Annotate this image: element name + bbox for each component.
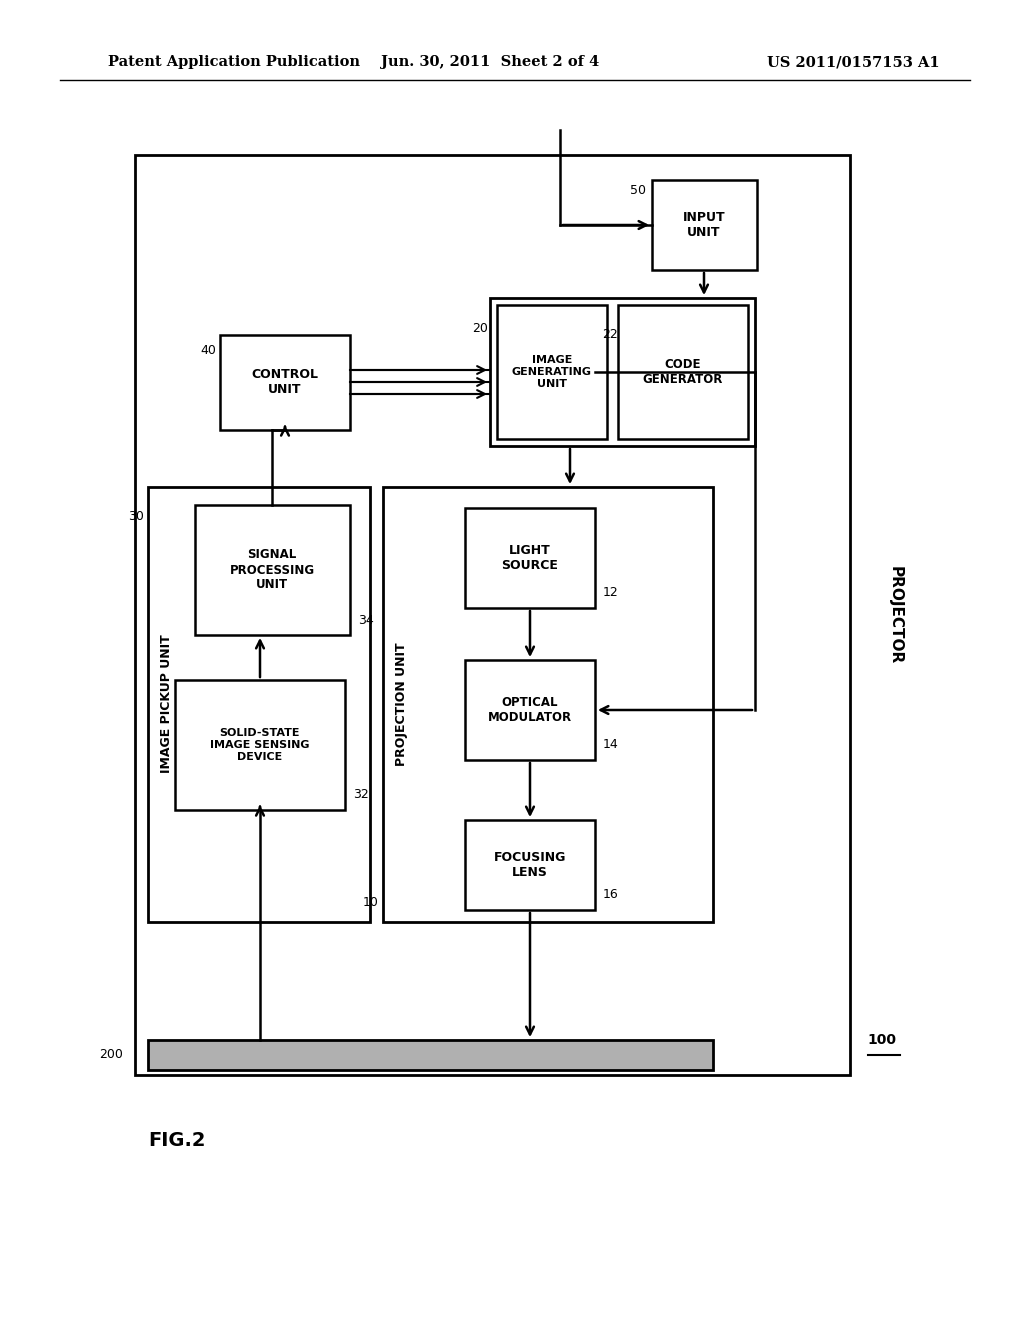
Bar	[465, 508, 595, 609]
Bar	[618, 305, 748, 440]
Bar	[148, 1040, 713, 1071]
Text: INPUT
UNIT: INPUT UNIT	[683, 211, 725, 239]
Text: 30: 30	[128, 511, 144, 524]
Text: FIG.2: FIG.2	[148, 1130, 206, 1150]
Text: FOCUSING
LENS: FOCUSING LENS	[494, 851, 566, 879]
Bar	[490, 298, 755, 446]
Text: LIGHT
SOURCE: LIGHT SOURCE	[502, 544, 558, 572]
Text: SOLID-STATE
IMAGE SENSING
DEVICE: SOLID-STATE IMAGE SENSING DEVICE	[210, 729, 309, 762]
Text: 14: 14	[603, 738, 618, 751]
Text: Patent Application Publication: Patent Application Publication	[108, 55, 360, 69]
Text: 16: 16	[603, 888, 618, 902]
Text: 40: 40	[200, 343, 216, 356]
Bar	[135, 154, 850, 1074]
Text: PROJECTOR: PROJECTOR	[888, 566, 902, 664]
Text: IMAGE
GENERATING
UNIT: IMAGE GENERATING UNIT	[512, 355, 592, 388]
Text: PROJECTION UNIT: PROJECTION UNIT	[394, 643, 408, 766]
Text: 12: 12	[603, 586, 618, 599]
Bar	[220, 335, 350, 430]
Text: 100: 100	[867, 1034, 896, 1047]
Text: 50: 50	[630, 183, 646, 197]
Text: 22: 22	[602, 329, 617, 342]
Text: Jun. 30, 2011  Sheet 2 of 4: Jun. 30, 2011 Sheet 2 of 4	[381, 55, 599, 69]
Bar	[652, 180, 757, 271]
Bar	[497, 305, 607, 440]
Bar	[195, 506, 350, 635]
Text: OPTICAL
MODULATOR: OPTICAL MODULATOR	[488, 696, 572, 723]
Bar	[465, 820, 595, 909]
Bar	[148, 487, 370, 921]
Text: IMAGE PICKUP UNIT: IMAGE PICKUP UNIT	[160, 635, 172, 774]
Text: US 2011/0157153 A1: US 2011/0157153 A1	[767, 55, 940, 69]
Bar	[383, 487, 713, 921]
Text: 20: 20	[472, 322, 487, 334]
Text: 200: 200	[99, 1048, 123, 1061]
Text: CONTROL
UNIT: CONTROL UNIT	[252, 368, 318, 396]
Text: 10: 10	[362, 895, 379, 908]
Text: CODE
GENERATOR: CODE GENERATOR	[643, 358, 723, 385]
Text: 32: 32	[353, 788, 369, 801]
Text: SIGNAL
PROCESSING
UNIT: SIGNAL PROCESSING UNIT	[229, 549, 314, 591]
Text: 34: 34	[358, 614, 374, 627]
Bar	[465, 660, 595, 760]
Bar	[175, 680, 345, 810]
